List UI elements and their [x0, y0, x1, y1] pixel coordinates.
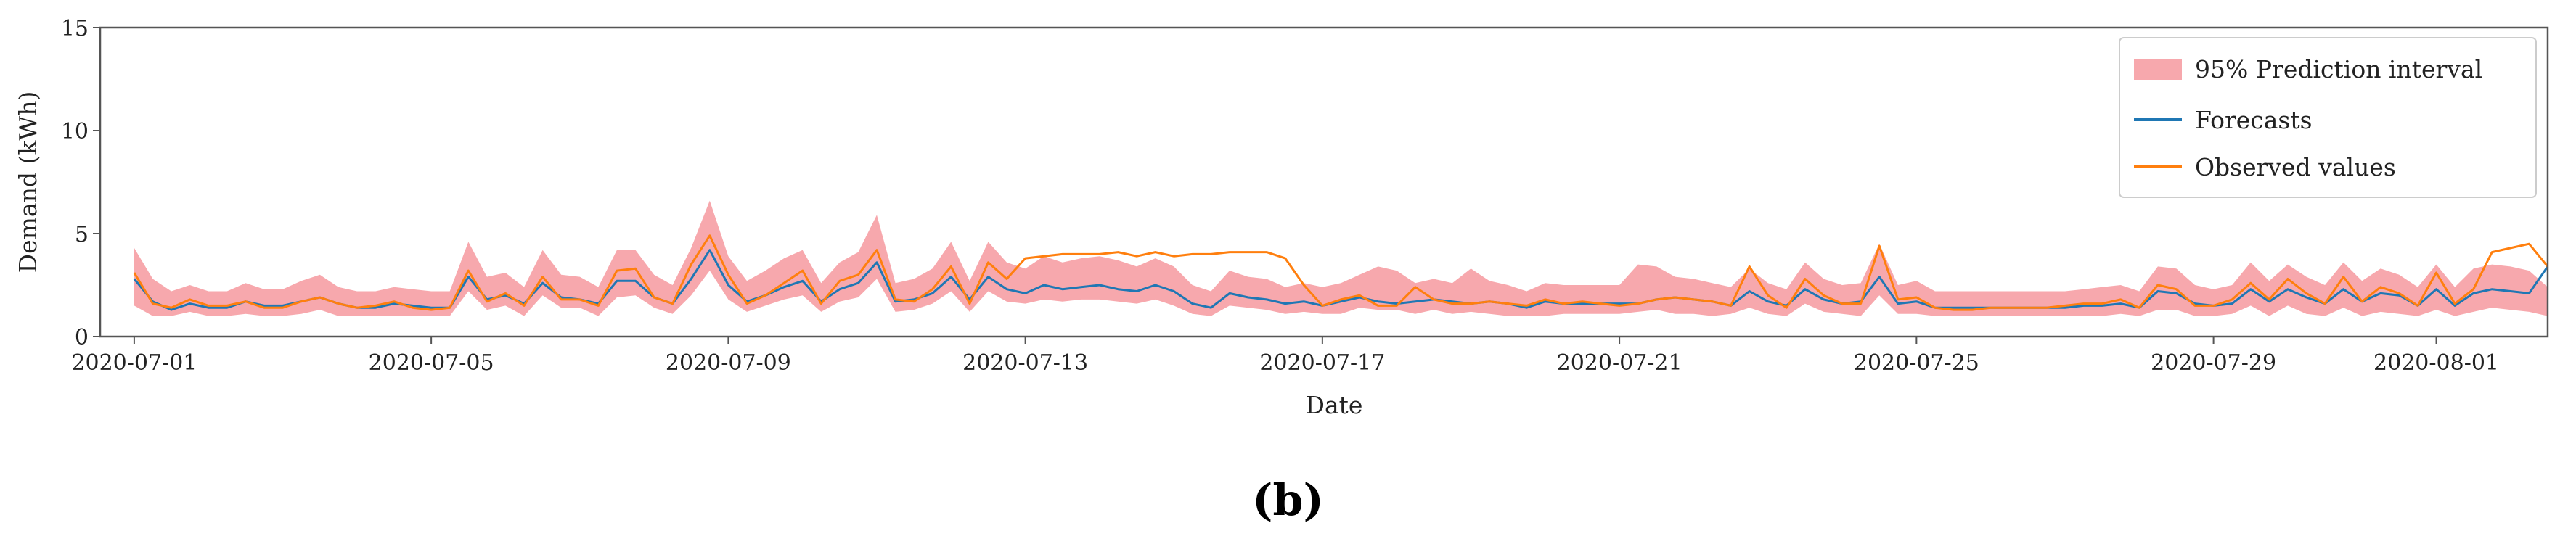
x-tick-label: 2020-07-25 [1854, 350, 1979, 376]
x-axis-ticks: 2020-07-01 2020-07-05 2020-07-09 2020-07-13… [71, 337, 2499, 376]
y-tick-label: 0 [75, 325, 89, 350]
y-axis-ticks: 0 5 10 15 [61, 16, 100, 350]
prediction-interval-layer [134, 200, 2548, 316]
observed-line [133, 234, 2549, 311]
legend-interval-label: 95% Prediction interval [2195, 55, 2482, 83]
x-tick-label: 2020-07-29 [2151, 350, 2276, 376]
legend-interval-swatch [2134, 59, 2182, 80]
x-axis-label: Date [1306, 391, 1363, 419]
y-axis-label: Demand (kWh) [14, 91, 42, 273]
y-tick-label: 15 [61, 16, 89, 41]
x-tick-label: 2020-07-05 [369, 350, 494, 376]
plot-frame [99, 26, 2549, 338]
x-tick-label: 2020-07-21 [1557, 350, 1682, 376]
observed-layer [133, 234, 2549, 311]
forecast-line [133, 249, 2549, 311]
legend-observed-label: Observed values [2195, 153, 2396, 181]
y-tick-label: 5 [75, 222, 89, 247]
x-tick-label: 2020-07-13 [962, 350, 1088, 376]
x-tick-label: 2020-07-09 [666, 350, 791, 376]
legend: 95% Prediction interval Forecasts Observ… [2119, 37, 2537, 198]
panel-label: (b) [1252, 475, 1324, 526]
x-tick-label: 2020-08-01 [2373, 350, 2499, 376]
y-tick-label: 10 [61, 119, 89, 144]
forecast-layer [133, 249, 2549, 311]
legend-forecast-label: Forecasts [2195, 106, 2313, 134]
legend-frame [2119, 37, 2537, 198]
prediction-interval-band [134, 200, 2548, 316]
x-tick-label: 2020-07-17 [1259, 350, 1385, 376]
x-tick-label: 2020-07-01 [71, 350, 197, 376]
